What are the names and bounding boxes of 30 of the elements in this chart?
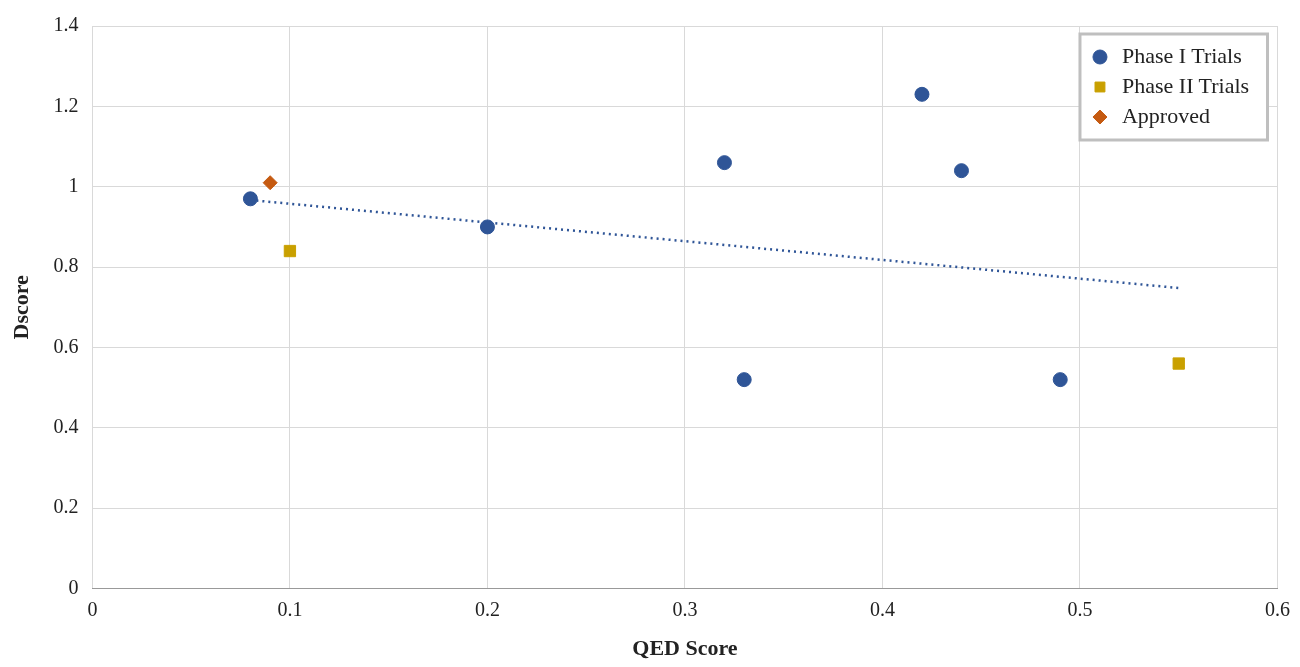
x-tick-label: 0.6 [1265,597,1290,620]
y-tick-label: 1.2 [53,93,79,116]
point [716,155,732,171]
x-tick-label: 0.4 [869,597,895,620]
x-tick-label: 0.5 [1067,597,1093,620]
x-tick-label: 0.2 [474,597,500,620]
point [1172,357,1185,370]
point [479,219,495,235]
point [736,372,752,388]
x-tick-label: 0 [87,597,98,620]
y-axis-title: Dscore [7,274,33,340]
x-tick-label: 0.3 [672,597,698,620]
y-tick-label: 0.2 [53,495,79,518]
y-tick-label: 1 [68,173,79,196]
y-tick-label: 0.6 [53,334,79,357]
x-axis-title: QED Score [632,635,738,661]
x-tick-label: 0.1 [277,597,303,620]
point [242,191,258,207]
y-tick-label: 0.8 [53,254,79,277]
legend-label: Approved [1121,102,1210,128]
point [1052,372,1068,388]
point [262,175,278,191]
y-tick-label: 0.4 [53,415,79,438]
legend-label: Phase II Trials [1121,72,1250,98]
point [914,86,930,102]
point [953,163,969,179]
y-tick-label: 0 [68,575,79,598]
point [283,244,297,258]
y-tick-label: 1.4 [53,13,79,36]
legend-label: Phase I Trials [1121,42,1242,68]
